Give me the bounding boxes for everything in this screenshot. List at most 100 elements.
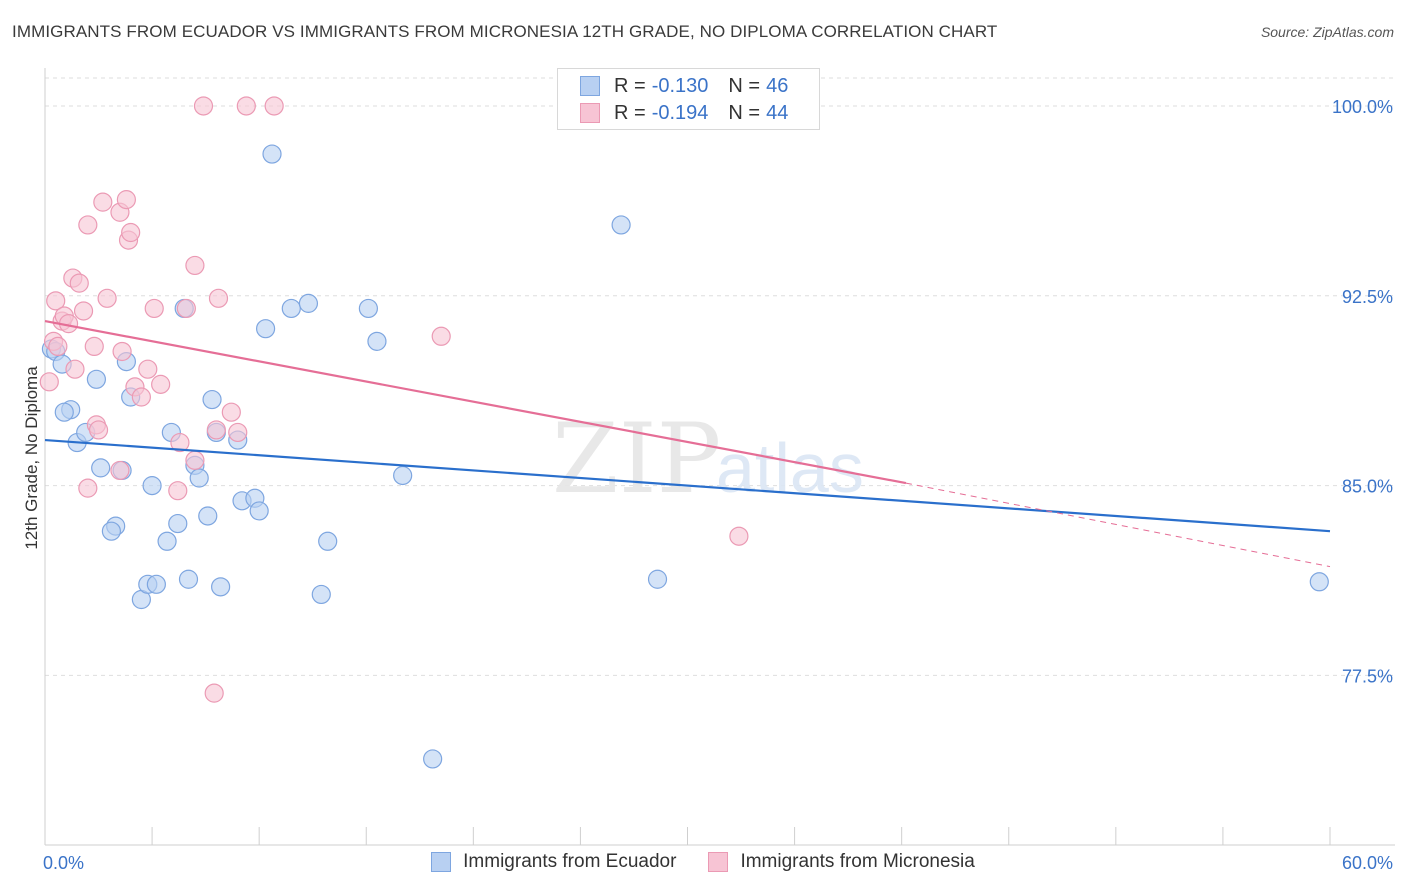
micronesia-point xyxy=(116,190,136,210)
micronesia-point xyxy=(151,374,171,394)
points-layer xyxy=(39,96,1329,769)
ecuador-point xyxy=(146,574,166,594)
micronesia-point xyxy=(93,192,113,212)
ecuador-point xyxy=(157,531,177,551)
ecuador-point xyxy=(189,468,209,488)
micronesia-point xyxy=(69,273,89,293)
micronesia-point xyxy=(73,301,94,321)
x-tick-label: 0.0% xyxy=(43,853,84,873)
micronesia-point xyxy=(204,683,224,703)
watermark: ZIP atlas xyxy=(552,403,864,515)
legend-row-ecuador: R = -0.130 N = 46 xyxy=(580,73,808,99)
legend-r-label: R = xyxy=(614,74,646,97)
watermark-zip: ZIP xyxy=(552,403,721,515)
micronesia-point xyxy=(264,96,284,116)
series-legend: Immigrants from Ecuador Immigrants from … xyxy=(0,851,1406,873)
legend-row-micronesia: R = -0.194 N = 44 xyxy=(580,100,808,126)
micronesia-point xyxy=(138,359,158,379)
micronesia-point xyxy=(97,288,117,308)
y-tick-label: 92.5% xyxy=(1342,287,1393,307)
micronesia-point xyxy=(236,96,256,116)
ecuador-point xyxy=(262,144,282,164)
micronesia-point xyxy=(729,526,749,546)
legend-n-value: 44 xyxy=(766,101,789,124)
micronesia-point xyxy=(228,422,248,443)
ecuador-point xyxy=(202,389,222,410)
y-tick-label: 100.0% xyxy=(1332,97,1393,117)
labels-layer: 77.5% 85.0% 92.5% 100.0% 0.0% 60.0% xyxy=(43,97,1393,873)
legend-n-value: 46 xyxy=(766,74,789,97)
ecuador-point xyxy=(393,465,413,486)
micronesia-point xyxy=(185,450,205,470)
legend-item-micronesia[interactable]: Immigrants from Micronesia xyxy=(708,851,975,873)
micronesia-point xyxy=(170,432,190,453)
micronesia-point xyxy=(193,96,214,116)
legend-n-label: N = xyxy=(728,74,761,97)
watermark-atlas: atlas xyxy=(716,429,864,507)
micronesia-point xyxy=(65,359,85,379)
micronesia-point xyxy=(185,255,205,276)
micronesia-point xyxy=(78,215,98,235)
micronesia-point xyxy=(221,402,241,422)
ecuador-point xyxy=(367,331,387,351)
ecuador-point xyxy=(91,458,111,478)
ecuador-swatch xyxy=(580,76,600,96)
micronesia-point xyxy=(168,481,188,501)
micronesia-point xyxy=(144,298,164,319)
micronesia-point xyxy=(131,387,151,407)
micronesia-point xyxy=(121,222,141,243)
y-axis-title: 12th Grade, No Diploma xyxy=(22,366,41,550)
micronesia-trend-extension xyxy=(905,482,1331,568)
ecuador-point xyxy=(54,402,74,422)
ecuador-point xyxy=(178,569,199,589)
micronesia-point xyxy=(110,460,130,481)
ecuador-point xyxy=(249,501,269,521)
micronesia-swatch xyxy=(708,852,729,872)
ecuador-point xyxy=(198,506,218,526)
legend-r-value: -0.130 xyxy=(651,74,709,97)
axes-layer xyxy=(44,68,1395,846)
ecuador-point xyxy=(1309,572,1329,592)
legend-item-ecuador[interactable]: Immigrants from Ecuador xyxy=(431,851,676,873)
micronesia-point xyxy=(48,336,68,357)
source-label: Source: ZipAtlas.com xyxy=(1260,24,1394,40)
micronesia-point xyxy=(176,298,196,319)
micronesia-point xyxy=(112,341,132,362)
ecuador-point xyxy=(211,577,231,597)
ecuador-point xyxy=(611,215,631,235)
micronesia-point xyxy=(46,291,66,311)
micronesia-point xyxy=(208,288,229,308)
legend-r-value: -0.194 xyxy=(651,101,709,124)
ecuador-point xyxy=(168,513,188,534)
y-tick-label: 85.0% xyxy=(1342,477,1393,497)
ecuador-trend-line xyxy=(44,438,1331,533)
x-tick-label: 60.0% xyxy=(1342,853,1393,873)
legend-item-label: Immigrants from Micronesia xyxy=(740,851,975,872)
micronesia-trend-line xyxy=(44,320,907,485)
stats-legend: R = -0.130 N = 46 R = -0.194 N = 44 xyxy=(557,68,820,130)
ecuador-point xyxy=(142,476,162,496)
ecuador-point xyxy=(281,298,301,319)
micronesia-point xyxy=(206,420,226,440)
micronesia-point xyxy=(88,420,109,440)
ecuador-point xyxy=(101,521,121,541)
ecuador-point xyxy=(423,749,443,769)
y-tick-label: 77.5% xyxy=(1342,666,1393,686)
micronesia-point xyxy=(78,478,98,498)
ecuador-point xyxy=(255,319,276,339)
chart-title: IMMIGRANTS FROM ECUADOR VS IMMIGRANTS FR… xyxy=(12,22,998,41)
micronesia-point xyxy=(84,336,104,357)
ecuador-point xyxy=(298,293,319,313)
legend-n-label: N = xyxy=(728,101,761,124)
micronesia-point xyxy=(431,326,451,346)
ecuador-point xyxy=(358,298,378,319)
trend-layer xyxy=(44,320,1331,568)
legend-item-label: Immigrants from Ecuador xyxy=(463,851,677,872)
ecuador-point xyxy=(647,569,668,589)
ecuador-point xyxy=(311,584,331,605)
micronesia-point xyxy=(39,372,59,392)
ecuador-point xyxy=(86,369,107,389)
grid-layer xyxy=(45,77,1395,676)
ecuador-swatch xyxy=(431,852,452,872)
